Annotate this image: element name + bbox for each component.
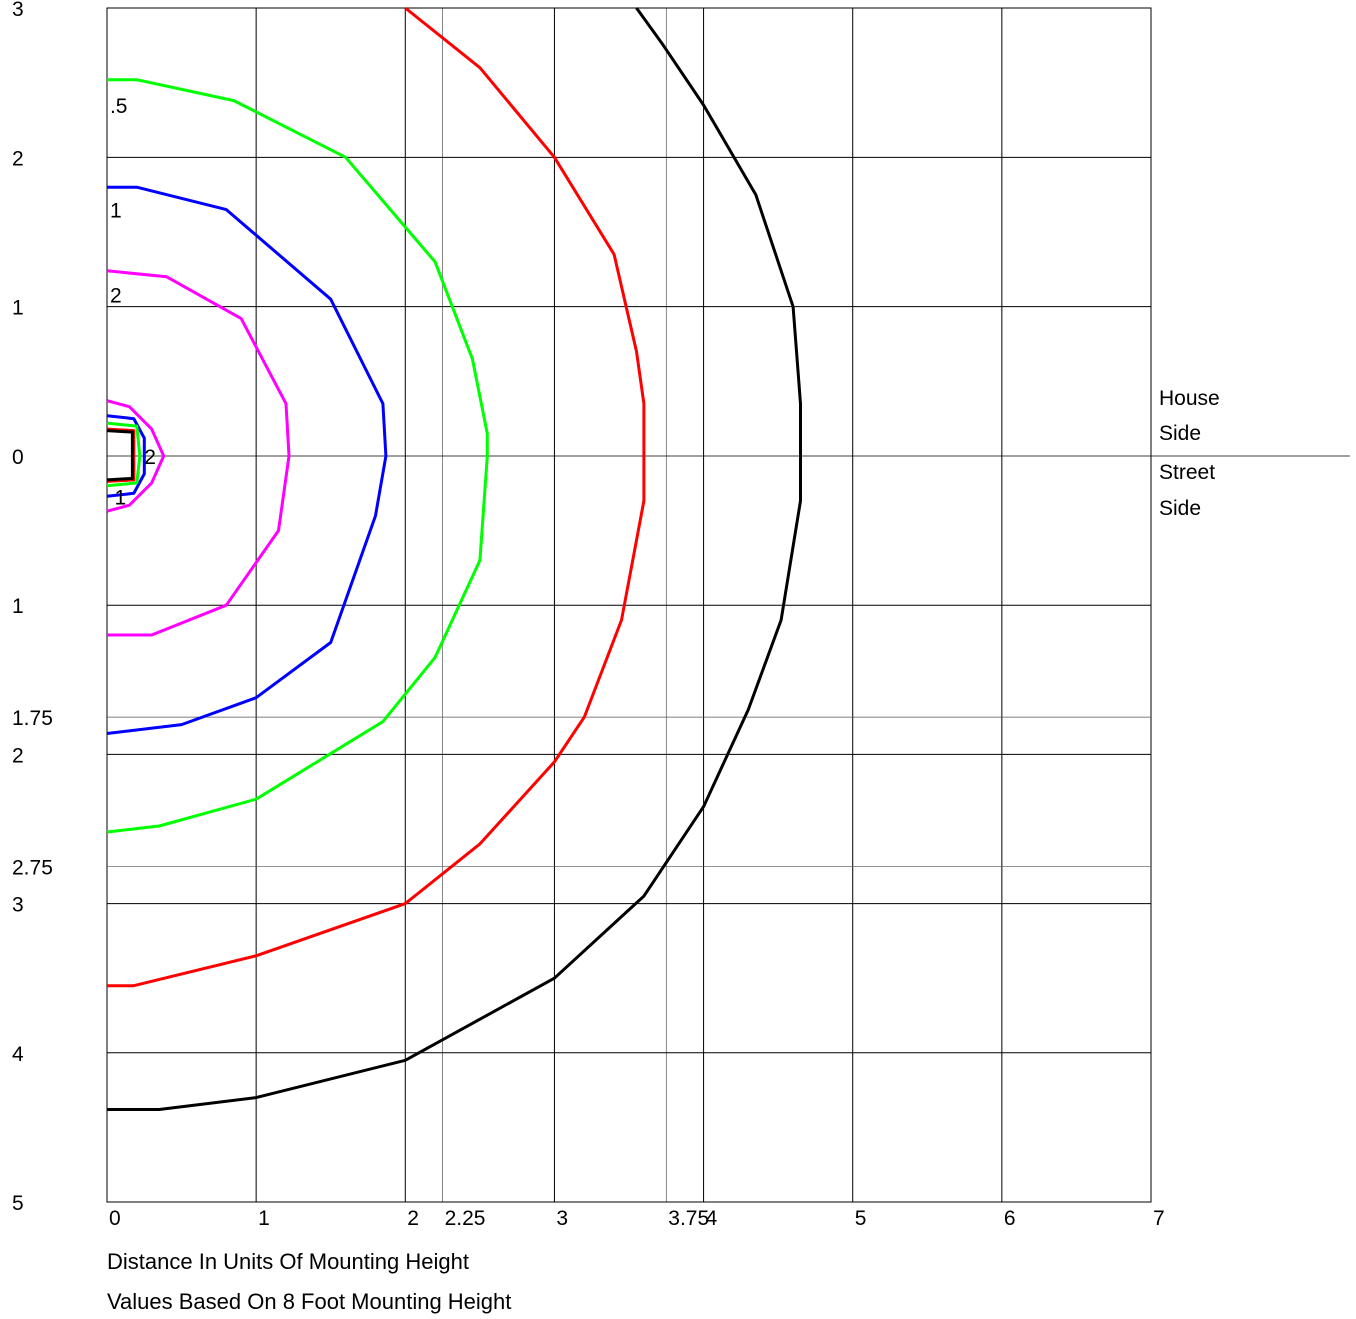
y-tick-house-1: 1 xyxy=(12,297,24,320)
y-tick-street-3: 2.75 xyxy=(12,856,53,879)
x-tick-label-8: 6 xyxy=(1004,1207,1016,1230)
isolux-curve-4 xyxy=(106,185,388,735)
grid-lines xyxy=(106,7,1350,1203)
street-side-label-1: Street xyxy=(1159,461,1215,484)
isolux-curves xyxy=(106,6,802,1111)
y-tick-street-6: 5 xyxy=(12,1192,24,1215)
street-side-label-2: Side xyxy=(1159,497,1201,520)
isolux-curve-3 xyxy=(106,78,489,834)
isolux-curve-8 xyxy=(106,421,142,488)
house-side-label-1: House xyxy=(1159,387,1220,410)
y-tick-street-1: 1.75 xyxy=(12,707,53,730)
y-tick-house-3: 3 xyxy=(12,0,24,21)
y-tick-street-0: 1 xyxy=(12,595,24,618)
y-tick-street-2: 2 xyxy=(12,744,24,767)
side-labels: House Side Street Side xyxy=(1159,387,1220,520)
y-tick-house-2: 2 xyxy=(12,147,24,170)
y-tick-street-4: 3 xyxy=(12,894,24,917)
curve-value-label-0: .5 xyxy=(110,95,128,118)
curve-value-label-1: 1 xyxy=(110,200,122,223)
isolux-curve-6 xyxy=(106,399,166,513)
curve-value-label-4: 2 xyxy=(144,446,156,469)
isolux-curve-2 xyxy=(107,6,646,988)
isolux-curve-5 xyxy=(106,269,291,637)
x-tick-label-2: 2 xyxy=(407,1207,419,1230)
x-tick-label-1: 1 xyxy=(258,1207,270,1230)
y-tick-house-0: 0 xyxy=(12,446,24,469)
x-tick-label-9: 7 xyxy=(1153,1207,1165,1230)
y-tick-street-5: 4 xyxy=(12,1043,24,1066)
x-tick-label-5: 3.75 xyxy=(668,1207,709,1230)
chart-subtitle: Values Based On 8 Foot Mounting Height xyxy=(107,1289,512,1314)
x-tick-label-6: 4 xyxy=(706,1207,718,1230)
x-tick-label-3: 2.25 xyxy=(445,1207,486,1230)
house-side-label-2: Side xyxy=(1159,422,1201,445)
isolux-curve-1 xyxy=(107,7,802,1111)
x-axis-label: Distance In Units Of Mounting Height xyxy=(107,1249,469,1274)
isolux-curve-10 xyxy=(106,429,134,482)
x-tick-label-7: 5 xyxy=(855,1207,867,1230)
isolux-curve-9 xyxy=(106,427,136,483)
curve-value-label-3: 1 xyxy=(114,486,126,509)
x-tick-label-0: 0 xyxy=(109,1207,121,1230)
curve-value-label-2: 2 xyxy=(110,285,122,308)
isolux-curve-7 xyxy=(106,414,146,498)
x-tick-label-4: 3 xyxy=(556,1207,568,1230)
